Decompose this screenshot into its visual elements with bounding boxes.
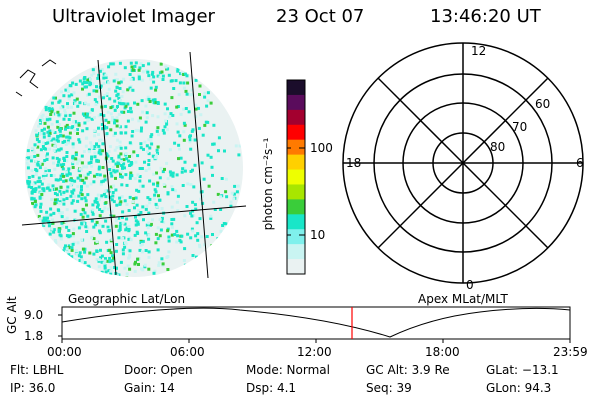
uv-image-disc <box>15 51 247 279</box>
mlt-label-18: 18 <box>346 156 362 170</box>
footer-mode: Mode: Normal <box>246 363 330 377</box>
colorbar-frame <box>286 79 306 275</box>
latitude-line <box>21 205 247 226</box>
image-caption: Geographic Lat/Lon <box>68 292 186 306</box>
mlt-label-6: 6 <box>576 156 584 170</box>
colorbar-segment <box>287 229 305 245</box>
timeline-plot <box>58 306 571 343</box>
footer-dsp: Dsp: 4.1 <box>246 381 297 395</box>
colorbar-tick-100: 100 <box>310 141 333 155</box>
date-label: 23 Oct 07 <box>276 6 365 27</box>
longitude-line <box>189 51 209 279</box>
timeline-ytick-9: 9.0 <box>24 308 44 322</box>
colorbar-tick-10: 10 <box>310 228 326 242</box>
colorbar-segment <box>287 259 305 275</box>
footer-glat: GLat: −13.1 <box>486 363 559 377</box>
footer-door: Door: Open <box>124 363 193 377</box>
timeline-xtick-1800: 18:00 <box>425 345 460 359</box>
coastline-fragment <box>41 59 57 67</box>
uv-intensity-speckles <box>25 61 242 277</box>
colorbar-segment <box>287 139 305 156</box>
mlat-label-60: 60 <box>535 97 551 111</box>
polar-plot <box>342 42 584 284</box>
colorbar-segment <box>287 244 305 260</box>
colorbar-segment <box>287 154 305 171</box>
polar-caption: Apex MLat/MLT <box>418 292 508 306</box>
coastline-fragment <box>15 91 23 97</box>
mlt-label-0: 0 <box>466 278 474 292</box>
colorbar-segment <box>287 94 305 111</box>
timeline-xtick-1200: 12:00 <box>297 345 332 359</box>
colorbar-segment <box>287 169 305 186</box>
colorbar-segment <box>287 109 305 126</box>
altitude-curve <box>61 307 571 338</box>
timeline-xtick-0000: 00:00 <box>47 345 82 359</box>
instrument-title: Ultraviolet Imager <box>52 6 215 27</box>
time-label: 13:46:20 UT <box>430 6 541 27</box>
colorbar-unit-label: photon cm⁻²s⁻¹ <box>261 91 280 231</box>
footer-gain: Gain: 14 <box>124 381 175 395</box>
mlt-label-12: 12 <box>471 44 487 58</box>
timeline-axis-label: GC Alt <box>5 296 19 334</box>
footer-filter: Flt: LBHL <box>10 363 64 377</box>
colorbar-segment <box>287 124 305 141</box>
mlat-label-70: 70 <box>512 120 528 134</box>
timeline-xtick-0600: 06:00 <box>170 345 205 359</box>
footer-gc-alt: GC Alt: 3.9 Re <box>366 363 450 377</box>
longitude-line <box>97 59 117 276</box>
footer-ip: IP: 36.0 <box>10 381 56 395</box>
timeline-xtick-2359: 23:59 <box>553 345 588 359</box>
colorbar-segment <box>287 214 305 230</box>
colorbar <box>286 79 306 275</box>
coastline-fragment <box>19 69 39 89</box>
mlat-label-80: 80 <box>490 140 506 154</box>
colorbar-segment <box>287 184 305 200</box>
colorbar-segment <box>287 80 305 96</box>
colorbar-ticks <box>287 147 305 236</box>
footer-glon: GLon: 94.3 <box>486 381 552 395</box>
colorbar-unit-text: photon cm⁻²s⁻¹ <box>261 137 275 231</box>
footer-seq: Seq: 39 <box>366 381 412 395</box>
colorbar-segment <box>287 199 305 215</box>
disc-background <box>25 59 243 277</box>
polar-diagonal <box>377 77 549 249</box>
timeline-ytick-1: 1.8 <box>24 329 44 343</box>
